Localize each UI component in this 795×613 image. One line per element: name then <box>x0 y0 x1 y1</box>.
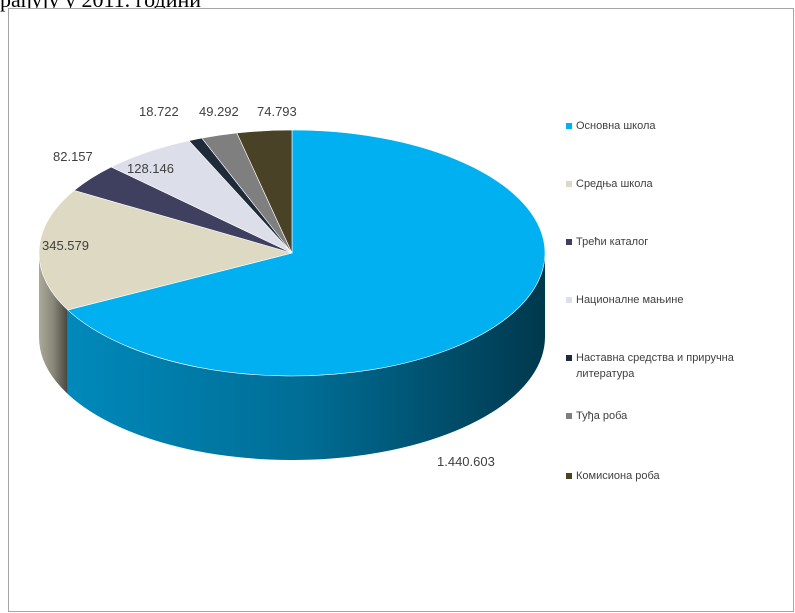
legend-label: Националне мањине <box>576 294 684 306</box>
legend-label: Основна школа <box>576 120 656 132</box>
legend-item-6: Комисиона роба <box>566 468 660 484</box>
legend-label: Средња школа <box>576 178 653 190</box>
legend-label: Трећи каталог <box>576 236 649 248</box>
data-labels: 1.440.603 345.579 82.157 128.146 18.722 49.29… <box>42 104 495 469</box>
legend-swatch <box>566 473 572 479</box>
legend-swatch <box>566 413 572 419</box>
pie-slice-6 <box>236 129 293 254</box>
legend-item-2: Трећи каталог <box>566 234 648 250</box>
pie-side-walls <box>39 253 546 460</box>
pie-side-1 <box>39 253 68 394</box>
legend-swatch <box>566 355 572 361</box>
data-label-2: 82.157 <box>53 149 93 164</box>
legend-item-0: Основна школа <box>566 118 656 134</box>
legend-label: Туђа роба <box>576 410 628 422</box>
pie-slice-0 <box>67 129 546 377</box>
data-label-4: 18.722 <box>139 104 179 119</box>
legend-swatch <box>566 123 572 129</box>
legend-item-3: Националне мањине <box>566 292 683 308</box>
pie-slices <box>38 129 546 377</box>
legend-label: Наставна средства и приручна литература <box>576 352 734 380</box>
legend-swatch <box>566 239 572 245</box>
data-label-0: 1.440.603 <box>437 454 495 469</box>
legend-swatch <box>566 297 572 303</box>
legend-label: Комисиона роба <box>576 470 660 482</box>
pie-slice-1 <box>38 190 294 311</box>
legend-item-4: Наставна средства и приручна литература <box>566 350 788 382</box>
data-label-5: 49.292 <box>199 104 239 119</box>
legend-item-1: Средња школа <box>566 176 653 192</box>
legend-item-5: Туђа роба <box>566 408 627 424</box>
pie-side-0 <box>67 253 546 460</box>
data-label-6: 74.793 <box>257 104 297 119</box>
data-label-3: 128.146 <box>127 161 174 176</box>
legend-swatch <box>566 181 572 187</box>
data-label-1: 345.579 <box>42 238 89 253</box>
